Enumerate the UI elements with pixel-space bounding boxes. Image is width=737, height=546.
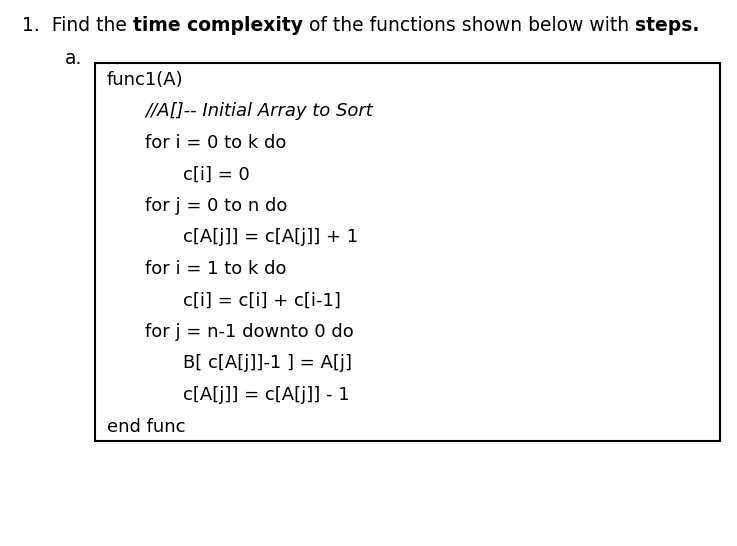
Text: for i = 0 to k do: for i = 0 to k do	[145, 134, 287, 152]
Text: steps.: steps.	[635, 16, 699, 35]
Text: B[ c[A[j]]-1 ] = A[j]: B[ c[A[j]]-1 ] = A[j]	[183, 354, 352, 372]
Text: func1(A): func1(A)	[107, 71, 184, 89]
Text: 1.  Find the: 1. Find the	[22, 16, 133, 35]
Text: //A[]-- Initial Array to Sort: //A[]-- Initial Array to Sort	[145, 103, 373, 121]
Text: c[A[j]] = c[A[j]] - 1: c[A[j]] = c[A[j]] - 1	[183, 386, 349, 404]
Text: c[i] = c[i] + c[i-1]: c[i] = c[i] + c[i-1]	[183, 292, 341, 310]
Text: c[i] = 0: c[i] = 0	[183, 165, 250, 183]
Text: c[A[j]] = c[A[j]] + 1: c[A[j]] = c[A[j]] + 1	[183, 228, 358, 246]
Text: end func: end func	[107, 418, 186, 436]
Bar	[95, 63, 720, 441]
Text: for i = 1 to k do: for i = 1 to k do	[145, 260, 287, 278]
Text: time complexity: time complexity	[133, 16, 303, 35]
Text: of the functions shown below with: of the functions shown below with	[303, 16, 635, 35]
Text: for j = n-1 downto 0 do: for j = n-1 downto 0 do	[145, 323, 354, 341]
Text: for j = 0 to n do: for j = 0 to n do	[145, 197, 287, 215]
Text: a.: a.	[65, 49, 83, 68]
